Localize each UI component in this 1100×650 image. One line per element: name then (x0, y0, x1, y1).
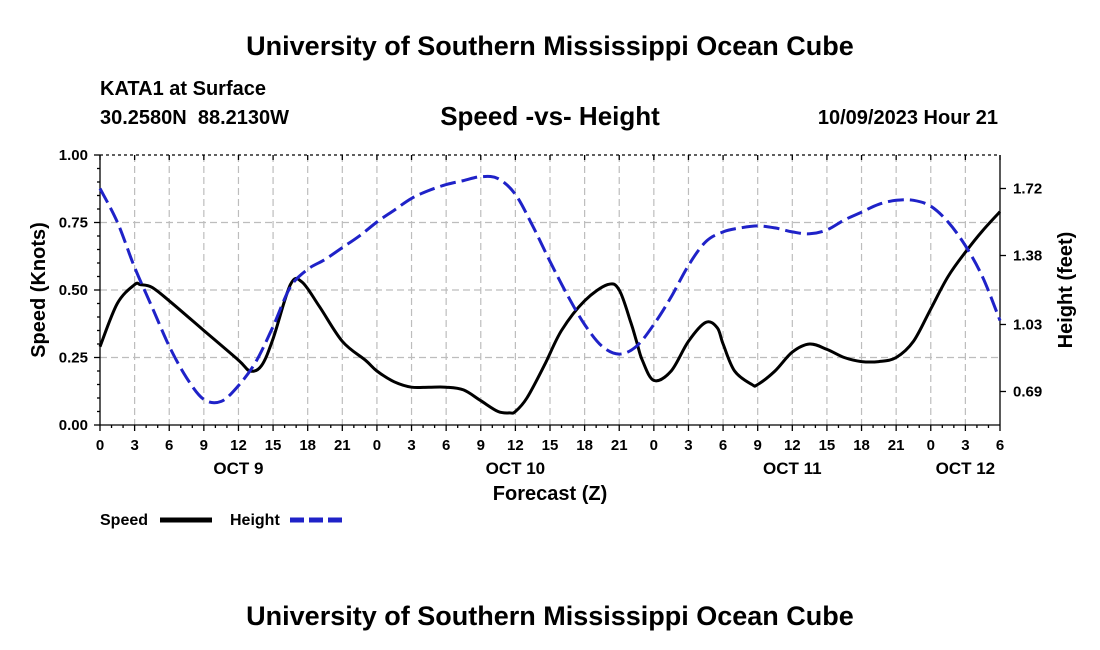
station-label: KATA1 at Surface (100, 78, 266, 100)
x-tick-label: 15 (819, 437, 836, 454)
y-left-tick-label: 1.00 (59, 147, 88, 164)
x-tick-label: 21 (888, 437, 905, 454)
x-tick-label: 18 (299, 437, 316, 454)
x-tick-label: 12 (507, 437, 524, 454)
x-tick-label: 9 (754, 437, 762, 454)
x-tick-label: 6 (719, 437, 727, 454)
x-tick-label: 3 (961, 437, 969, 454)
x-tick-label: 9 (200, 437, 208, 454)
x-tick-label: 6 (442, 437, 450, 454)
x-tick-label: 18 (853, 437, 870, 454)
y-right-tick-label: 1.03 (1013, 316, 1042, 333)
x-tick-label: 3 (130, 437, 138, 454)
y-right-tick-label: 1.38 (1013, 248, 1042, 265)
y-left-tick-label: 0.25 (59, 350, 88, 367)
x-tick-label: 6 (996, 437, 1004, 454)
x-day-label: OCT 12 (936, 459, 996, 478)
y-axis-left-label: Speed (Knots) (28, 222, 50, 358)
y-axis-right-label: Height (feet) (1055, 232, 1077, 349)
y-left-tick-label: 0.00 (59, 417, 88, 434)
x-day-label: OCT 9 (213, 459, 263, 478)
series-lines (98, 174, 1002, 415)
x-day-label: OCT 11 (763, 459, 822, 478)
x-tick-label: 0 (650, 437, 658, 454)
axis-ticks (94, 154, 1006, 431)
y-right-tick-label: 0.69 (1013, 383, 1042, 400)
legend-height-label: Height (230, 512, 280, 529)
legend-speed-label: Speed (100, 512, 148, 529)
chart-subtitle: Speed -vs- Height (440, 101, 660, 131)
x-tick-label: 21 (611, 437, 628, 454)
x-tick-label: 0 (927, 437, 935, 454)
page-title: University of Southern Mississippi Ocean… (246, 31, 854, 61)
series-line-height (98, 174, 1002, 405)
station-coordinates: 30.2580N 88.2130W (100, 107, 289, 129)
x-tick-label: 0 (96, 437, 104, 454)
x-tick-label: 3 (407, 437, 415, 454)
y-right-tick-label: 1.72 (1013, 181, 1042, 198)
x-tick-label: 18 (576, 437, 593, 454)
x-tick-label: 12 (230, 437, 247, 454)
x-tick-label: 12 (784, 437, 801, 454)
footer-title: University of Southern Mississippi Ocean… (246, 601, 854, 631)
y-left-tick-label: 0.50 (59, 282, 88, 299)
x-tick-label: 15 (542, 437, 559, 454)
chart-legend: Speed Height (100, 512, 342, 529)
x-day-label: OCT 10 (486, 459, 546, 478)
x-tick-label: 9 (477, 437, 485, 454)
axis-tick-labels: 0 3 6 9 12 15 18 21 0 3 6 9 12 15 18 21 0 3 6 9 12 15 18 21 0 3 6O… (59, 147, 1042, 478)
x-tick-label: 21 (334, 437, 351, 454)
forecast-timestamp: 10/09/2023 Hour 21 (818, 107, 998, 129)
x-axis-label: Forecast (Z) (493, 483, 607, 505)
x-tick-label: 6 (165, 437, 173, 454)
x-tick-label: 3 (684, 437, 692, 454)
series-line-speed (98, 210, 1002, 415)
y-left-tick-label: 0.75 (59, 215, 88, 232)
x-tick-label: 0 (373, 437, 381, 454)
x-tick-label: 15 (265, 437, 282, 454)
